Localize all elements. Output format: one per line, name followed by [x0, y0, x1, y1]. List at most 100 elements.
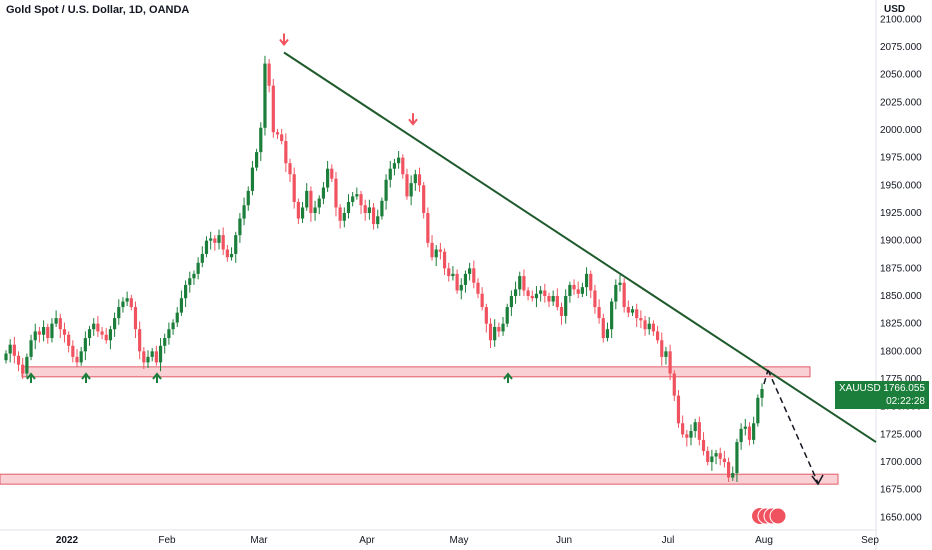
candle-body — [405, 174, 409, 197]
candles — [4, 55, 764, 482]
candle-body — [664, 351, 668, 357]
candle-body — [685, 434, 689, 438]
candle-body — [158, 345, 163, 363]
candle-body — [83, 338, 87, 352]
price-tag-value: 1766.055 — [883, 382, 925, 394]
candle-body — [138, 329, 142, 352]
price-tick-label: 2075.000 — [880, 42, 922, 53]
candle-body — [54, 318, 58, 324]
candle-body — [33, 331, 37, 341]
time-tick-label: Sep — [861, 535, 879, 546]
projection-leg-up — [763, 369, 769, 385]
candle-body — [747, 426, 752, 440]
candle-body — [626, 307, 630, 313]
candle-body — [668, 351, 672, 374]
time-tick-label: Jul — [662, 535, 675, 546]
candle-body — [752, 423, 756, 440]
candle-body — [188, 278, 192, 285]
candle-body — [292, 174, 296, 202]
support-zone — [21, 366, 811, 378]
time-tick-label: Apr — [359, 535, 375, 546]
candle-body — [572, 284, 576, 290]
price-tick-label: 1875.000 — [880, 263, 922, 274]
candle-body — [150, 351, 154, 357]
candle-body — [250, 167, 255, 191]
candle-body — [555, 296, 559, 308]
projection-arrow-head — [811, 474, 824, 486]
candle-body — [397, 157, 401, 164]
candle-body — [129, 298, 133, 308]
candle-body — [367, 207, 371, 213]
candle-body — [463, 273, 468, 285]
candle-body — [196, 262, 200, 274]
candle-body — [125, 298, 129, 302]
candle-body — [526, 290, 530, 296]
candle-body — [681, 423, 685, 435]
candle-body — [451, 273, 455, 277]
candle-body — [413, 174, 417, 184]
candle-body — [376, 216, 380, 225]
price-tick-label: 1650.000 — [880, 512, 922, 523]
candle-body — [438, 249, 442, 252]
candle-body — [213, 238, 217, 243]
candle-body — [242, 205, 246, 219]
candle-body — [647, 323, 651, 330]
candle-body — [564, 296, 568, 316]
candle-body — [221, 235, 225, 250]
price-tick-label: 1700.000 — [880, 457, 922, 468]
candle-body — [112, 318, 117, 330]
candle-body — [334, 178, 338, 208]
candle-body — [380, 200, 384, 217]
price-axis[interactable]: 2100.000 2075.000 2050.000 2025.000 2000.000… — [880, 14, 922, 523]
candle-body — [21, 364, 25, 374]
candle-body — [568, 284, 572, 296]
candle-body — [639, 318, 643, 321]
candle-body — [488, 323, 493, 341]
candle-body — [655, 331, 660, 341]
candle-body — [601, 318, 605, 339]
candle-body — [321, 187, 326, 199]
price-tick-label: 1800.000 — [880, 346, 922, 357]
candle-body — [714, 453, 718, 457]
candle-body — [610, 301, 614, 330]
time-tick-label: Feb — [158, 535, 176, 546]
candle-body — [472, 268, 476, 283]
price-tick-label: 2050.000 — [880, 70, 922, 81]
events-icon[interactable] — [752, 507, 787, 525]
candle-body — [442, 251, 447, 269]
candle-body — [300, 207, 305, 219]
candle-body — [296, 201, 300, 219]
candle-body — [275, 132, 280, 135]
time-axis[interactable]: 2022 Feb Mar Apr May Jun Jul Aug Sep — [56, 535, 879, 546]
candle-body — [710, 456, 714, 463]
candle-body — [468, 268, 472, 274]
candle-body — [37, 331, 42, 335]
candle-body — [117, 307, 121, 319]
price-tag-symbol: XAUUSD — [839, 382, 881, 394]
candle-body — [614, 284, 618, 302]
candle-body — [455, 273, 459, 291]
candle-body — [589, 273, 593, 291]
candle-body — [29, 340, 33, 357]
candle-body — [635, 309, 639, 319]
price-tag-countdown: 02:22:28 — [886, 395, 925, 407]
candle-body — [731, 473, 735, 478]
candle-body — [392, 163, 397, 169]
candle-body — [326, 168, 330, 188]
resistance-trendline — [283, 51, 877, 443]
candle-body — [756, 397, 760, 424]
candle-body — [100, 331, 104, 335]
candle-body — [760, 388, 764, 398]
candle-body — [87, 329, 92, 339]
price-tick-label: 1825.000 — [880, 319, 922, 330]
price-tick-label: 1975.000 — [880, 153, 922, 164]
candle-body — [430, 242, 434, 258]
candle-body — [284, 141, 288, 164]
candle-body — [58, 318, 62, 330]
candle-body — [706, 450, 710, 463]
candle-body — [693, 422, 697, 432]
candle-body — [593, 290, 597, 308]
candle-body — [62, 329, 67, 335]
candle-body — [384, 179, 388, 201]
